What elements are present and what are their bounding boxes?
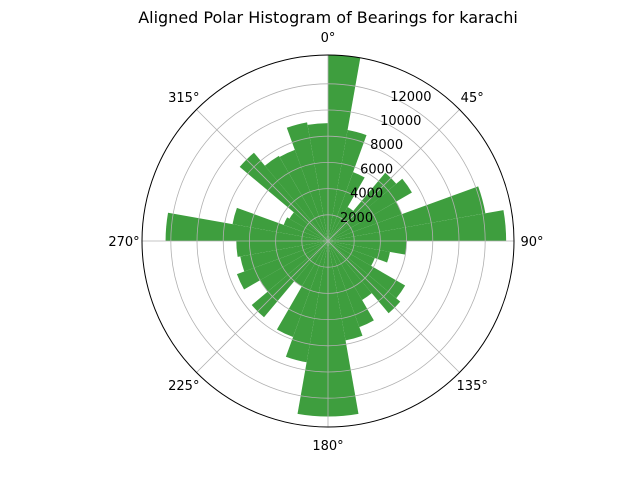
- radial-tick-label: 6000: [360, 162, 393, 177]
- bar-bin-140: [328, 241, 372, 300]
- angular-tick-label: 270°: [108, 235, 139, 250]
- bar-bin-230: [259, 241, 328, 292]
- bar-bin-190: [285, 241, 328, 363]
- angular-gridline: [196, 240, 329, 373]
- radial-tick-label: 4000: [350, 187, 383, 202]
- bar-bin-120: [328, 241, 406, 299]
- bar-bin-240: [236, 241, 328, 290]
- bar-bin-270: [165, 212, 328, 241]
- bar-bin-90: [328, 241, 407, 255]
- chart-title: Aligned Polar Histogram of Bearings for …: [138, 8, 518, 27]
- bar-bin-350: [307, 123, 328, 241]
- angular-gridline: [327, 109, 460, 242]
- bar-bin-250: [240, 241, 328, 272]
- bar-bin-290: [283, 217, 328, 241]
- radial-tick-label: 12000: [390, 90, 431, 105]
- angular-tick-label: 90°: [520, 235, 543, 250]
- bar-bin-210: [294, 241, 328, 287]
- angular-gridline: [327, 240, 460, 373]
- angular-tick-label: 135°: [457, 379, 488, 394]
- bar-bin-200: [276, 241, 328, 338]
- angular-tick-label: 225°: [168, 379, 199, 394]
- angular-tick-labels: 0° 45° 90° 135° 180° 225° 270° 315°: [108, 31, 543, 454]
- bar-bin-60: [328, 201, 402, 241]
- angular-tick-label: 0°: [321, 31, 336, 46]
- bar-bin-300: [289, 212, 328, 241]
- bar-bin-20: [328, 172, 365, 241]
- bar-bin-10: [328, 130, 367, 241]
- bar-bin-170: [328, 241, 359, 417]
- bar-bin-280: [232, 207, 328, 241]
- bar-bin-100: [328, 241, 390, 263]
- bar-bin-70: [328, 186, 486, 241]
- angular-tick-label: 315°: [168, 91, 199, 106]
- bar-bin-150: [328, 241, 374, 328]
- bar-bin-180: [297, 241, 328, 417]
- radial-tick-label: 8000: [370, 138, 403, 153]
- radial-tick-label: 10000: [380, 114, 421, 129]
- angular-tick-label: 45°: [461, 91, 484, 106]
- bar-bin-340: [286, 122, 328, 241]
- polar-frame: [141, 54, 515, 428]
- bar-bin-260: [236, 241, 328, 257]
- bar-bin-330: [279, 149, 328, 241]
- bar-bin-0: [328, 55, 361, 241]
- radial-tick-labels: 2000 4000 6000 8000 10000 12000: [340, 90, 432, 226]
- radial-tick-label: 2000: [340, 211, 373, 226]
- grid-layer: [141, 54, 515, 428]
- bars-layer: [165, 55, 507, 417]
- angular-tick-label: 180°: [312, 439, 343, 454]
- angular-gridline: [196, 109, 329, 242]
- bar-bin-80: [328, 210, 507, 241]
- bar-bin-30: [328, 206, 354, 241]
